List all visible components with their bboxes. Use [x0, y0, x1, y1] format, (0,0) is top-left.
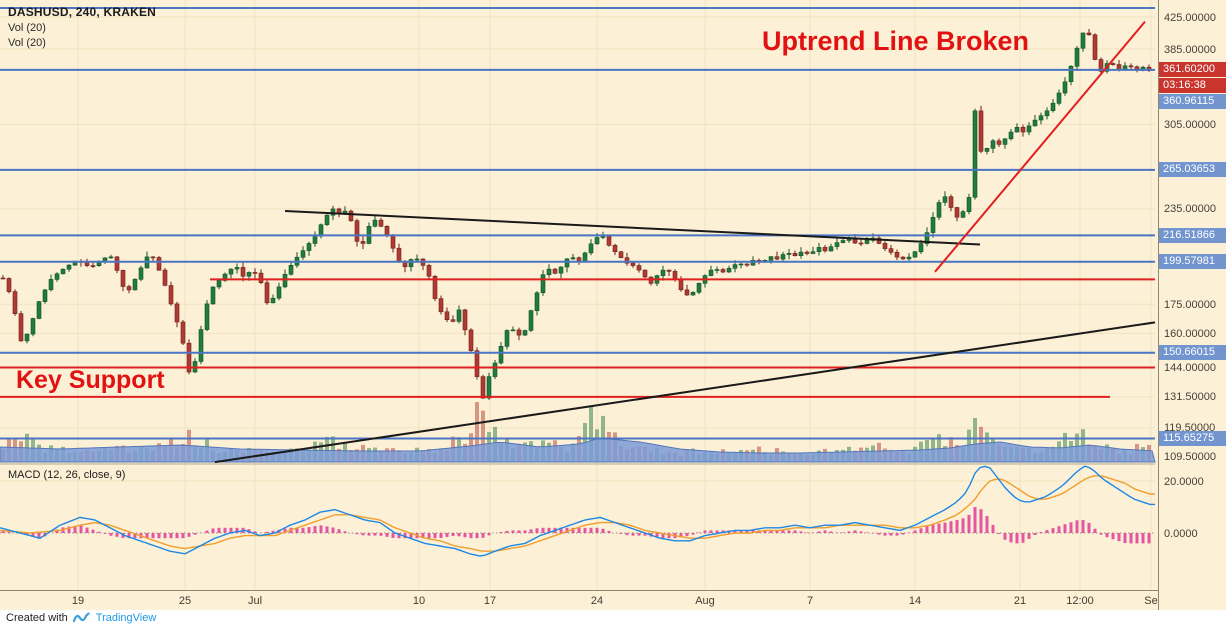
time-axis-label: 21 — [1013, 595, 1027, 607]
price-axis-label: 160.00000 — [1164, 327, 1216, 340]
price-axis-label: 385.00000 — [1164, 43, 1216, 56]
time-axis-label: 14 — [908, 595, 922, 607]
time-axis-label: 10 — [412, 595, 426, 607]
key-support-annotation[interactable]: Key Support — [16, 366, 165, 394]
time-axis-label: Jul — [247, 595, 263, 607]
price-line-badge: 199.57981 — [1159, 254, 1226, 270]
time-axis-label: 24 — [590, 595, 604, 607]
price-line-badge: 150.66015 — [1159, 345, 1226, 361]
price-axis-label: 109.50000 — [1164, 450, 1216, 463]
attribution-footer: Created with TradingView — [0, 610, 1226, 626]
price-axis[interactable]: 425.00000 385.00000 305.00000 235.00000 175.… — [1158, 0, 1226, 610]
support-resistance-lines[interactable] — [0, 7, 1155, 440]
bar-countdown-badge: 03:16:38 — [1159, 77, 1226, 93]
volume-ma-indicator-label: Vol (20) — [8, 37, 46, 49]
time-axis-label: 25 — [178, 595, 192, 607]
time-axis-label: 12:00 — [1066, 595, 1094, 607]
current-price-badge: 361.60200 — [1159, 61, 1226, 77]
price-axis-label: 144.00000 — [1164, 362, 1216, 374]
price-line-badge: 360.96115 — [1159, 93, 1226, 109]
volume-indicator-label: Vol (20) — [8, 22, 46, 34]
vertical-gridlines — [77, 0, 1152, 590]
price-line-badge: 216.51866 — [1159, 227, 1226, 243]
price-line-badge: 115.65275 — [1159, 431, 1226, 446]
time-axis-label: 7 — [806, 595, 814, 607]
trendlines[interactable] — [214, 20, 1156, 464]
chart-legend: DASHUSD, 240, KRAKEN Vol (20) Vol (20) — [8, 5, 156, 49]
horizontal-gridlines — [0, 16, 1155, 482]
price-axis-label: 425.00000 — [1164, 11, 1216, 24]
time-axis[interactable]: 19 25 Jul 10 17 24 Aug 7 14 21 12:00 Se — [0, 590, 1158, 610]
time-axis-label: 19 — [71, 595, 85, 607]
uptrend-broken-annotation[interactable]: Uptrend Line Broken — [762, 26, 1030, 56]
macd-axis-label: 0.0000 — [1164, 527, 1198, 540]
symbol-title: DASHUSD, 240, KRAKEN — [8, 5, 157, 19]
created-with-text: Created with — [6, 612, 68, 624]
price-axis-label: 131.50000 — [1164, 391, 1216, 404]
volume-ma-area — [0, 437, 1156, 463]
macd-indicator-label: MACD (12, 26, close, 9) — [8, 469, 126, 481]
candlesticks — [0, 29, 1152, 400]
time-axis-label: Se — [1144, 595, 1158, 607]
tradingview-link[interactable]: TradingView — [95, 612, 157, 624]
key-support-lines[interactable] — [0, 278, 1155, 398]
price-axis-label: 305.00000 — [1164, 119, 1216, 131]
macd-histogram — [1, 507, 1151, 544]
price-axis-label: 175.00000 — [1164, 298, 1216, 311]
macd-axis-label: 20.0000 — [1164, 475, 1204, 488]
tradingview-logo-icon — [72, 612, 91, 624]
price-axis-label: 235.00000 — [1164, 203, 1216, 216]
macd-main-line — [0, 465, 1155, 557]
price-line-badge: 265.03653 — [1159, 162, 1226, 178]
macd-signal-line — [0, 475, 1155, 552]
time-axis-label: Aug — [695, 595, 715, 607]
chart-canvas[interactable] — [0, 0, 1158, 590]
time-axis-label: 17 — [483, 595, 497, 607]
